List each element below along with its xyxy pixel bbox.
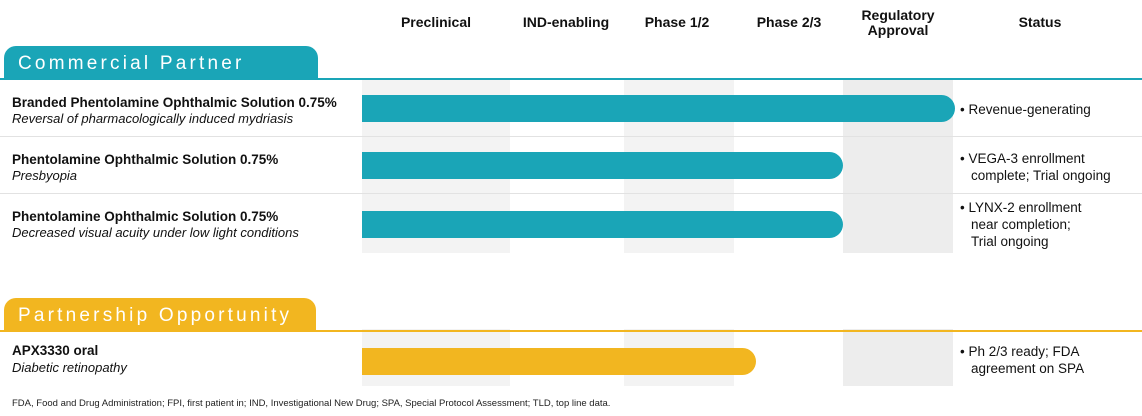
status-text: • Ph 2/3 ready; FDA agreement on SPA — [960, 344, 1085, 376]
header-preclinical: Preclinical — [400, 14, 472, 30]
section-tab-partnership-opportunity: Partnership Opportunity — [4, 298, 316, 332]
program-indication: Decreased visual acuity under low light … — [12, 225, 299, 240]
header-phase-2-3: Phase 2/3 — [756, 14, 822, 30]
header-regulatory-approval: Regulatory Approval — [861, 7, 935, 38]
header-phase-1-2: Phase 1/2 — [644, 14, 710, 30]
section-underline-partnership — [0, 330, 1142, 332]
row-separator — [0, 136, 1142, 137]
program-title: APX3330 oral — [12, 343, 99, 358]
section-underline-commercial — [0, 78, 1142, 80]
program-indication: Presbyopia — [12, 168, 78, 183]
row-separator — [0, 193, 1142, 194]
progress-bar — [362, 95, 955, 122]
program-indication: Diabetic retinopathy — [12, 360, 127, 375]
footnote: FDA, Food and Drug Administration; FPI, … — [12, 398, 611, 409]
header-ind-enabling: IND-enabling — [522, 14, 610, 30]
status-text: • VEGA-3 enrollment complete; Trial ongo… — [960, 151, 1111, 183]
status-text: • LYNX-2 enrollment near completion; Tri… — [960, 200, 1082, 249]
program-title: Phentolamine Ophthalmic Solution 0.75% — [12, 152, 279, 167]
section-tab-commercial-partner: Commercial Partner — [4, 46, 318, 80]
progress-bar — [362, 211, 843, 238]
progress-bar — [362, 152, 843, 179]
program-title: Phentolamine Ophthalmic Solution 0.75% — [12, 209, 279, 224]
header-status: Status — [1018, 14, 1062, 30]
column-shade-regulatory — [843, 80, 953, 386]
program-indication: Reversal of pharmacologically induced my… — [12, 111, 294, 126]
program-title: Branded Phentolamine Ophthalmic Solution… — [12, 95, 337, 110]
progress-bar — [362, 348, 756, 375]
status-text: • Revenue-generating — [960, 102, 1091, 117]
